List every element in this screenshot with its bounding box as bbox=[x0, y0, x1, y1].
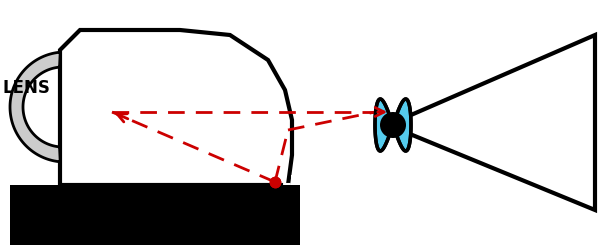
Text: LED: LED bbox=[282, 174, 312, 188]
Polygon shape bbox=[375, 99, 411, 151]
Polygon shape bbox=[388, 35, 595, 210]
Point bbox=[270, 180, 280, 184]
Text: LENS: LENS bbox=[3, 79, 51, 97]
Circle shape bbox=[380, 112, 406, 138]
Bar bbox=[18, 227, 68, 245]
Bar bbox=[10, 185, 300, 245]
Point bbox=[270, 180, 280, 184]
Polygon shape bbox=[60, 30, 292, 185]
Bar bbox=[18, 227, 68, 245]
Bar bbox=[10, 185, 300, 245]
Polygon shape bbox=[10, 52, 60, 162]
Text: LED: LED bbox=[282, 174, 312, 188]
